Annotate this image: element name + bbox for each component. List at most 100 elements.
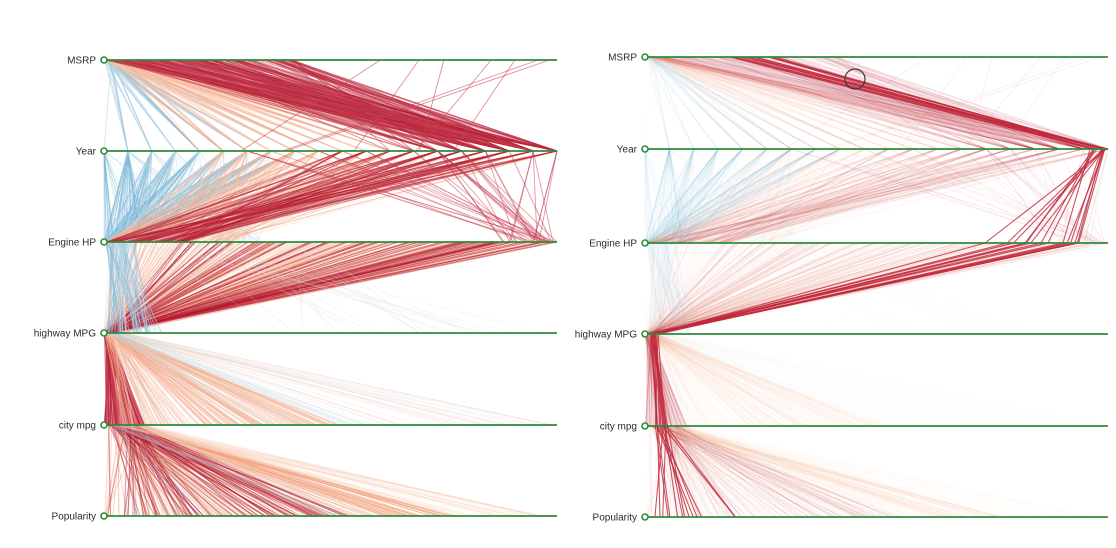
data-line (666, 56, 889, 150)
data-line (647, 333, 799, 427)
data-line (137, 424, 431, 517)
data-line (128, 424, 399, 517)
data-line (508, 150, 534, 243)
data-line (646, 242, 825, 335)
data-line (647, 242, 704, 335)
data-line (110, 150, 248, 243)
data-line (721, 148, 841, 244)
data-line (721, 56, 938, 150)
data-line (652, 148, 841, 244)
data-line (123, 332, 522, 426)
data-line (666, 148, 719, 244)
data-line (834, 56, 1060, 150)
data-line (105, 332, 119, 426)
data-line (654, 56, 914, 150)
data-line (654, 333, 823, 427)
data-line (693, 148, 1109, 244)
data-line (661, 425, 1018, 518)
annotation-circle[interactable] (844, 68, 866, 90)
data-line (108, 59, 248, 152)
data-line (653, 333, 886, 427)
data-line (538, 150, 558, 243)
data-line (667, 56, 914, 150)
data-line (655, 56, 914, 150)
data-line (645, 333, 1101, 427)
data-line (679, 148, 768, 244)
data-line (657, 425, 768, 518)
data-line (679, 425, 961, 518)
data-line (669, 148, 804, 244)
data-line (650, 242, 878, 335)
data-line (653, 242, 963, 335)
data-line (646, 333, 997, 427)
data-line (684, 148, 841, 244)
axis-ring-year (641, 145, 649, 153)
data-line (653, 425, 947, 518)
data-line (114, 150, 272, 243)
data-line (112, 332, 237, 426)
data-line (650, 242, 787, 335)
data-line (113, 332, 265, 426)
data-line (109, 150, 272, 243)
data-line (660, 242, 662, 335)
data-line (120, 241, 138, 334)
data-line (652, 333, 736, 427)
data-line (116, 332, 199, 426)
data-line (646, 242, 967, 335)
data-line (657, 333, 830, 427)
data-line (111, 332, 275, 426)
data-line (648, 148, 841, 244)
data-line (732, 148, 768, 244)
data-line (717, 148, 792, 244)
data-line (107, 59, 224, 152)
data-line (644, 242, 684, 335)
data-line (669, 148, 841, 244)
data-line (651, 425, 823, 518)
data-line (647, 56, 768, 150)
data-line (652, 148, 1060, 244)
data-line (135, 424, 405, 517)
data-line (663, 56, 1036, 150)
data-line (646, 148, 743, 244)
data-line (654, 333, 874, 427)
data-line (109, 59, 200, 152)
data-line (713, 148, 816, 244)
data-line (662, 148, 865, 244)
data-line (128, 424, 136, 517)
data-line (437, 150, 545, 243)
data-line (645, 425, 651, 518)
data-line (116, 332, 271, 426)
data-line (664, 242, 676, 335)
data-line (124, 150, 176, 243)
data-line (648, 56, 1060, 150)
data-line (122, 424, 453, 517)
data-line (532, 150, 538, 243)
data-line (693, 148, 763, 244)
data-line (645, 242, 817, 335)
data-line (655, 333, 730, 427)
data-line (115, 332, 273, 426)
data-line (657, 56, 1060, 150)
data-line (645, 242, 796, 335)
data-line (664, 56, 1036, 150)
data-line (649, 425, 884, 518)
data-line (652, 425, 878, 518)
data-line (108, 424, 113, 517)
data-line (461, 150, 558, 243)
data-line (126, 332, 348, 426)
data-line (647, 56, 1084, 150)
data-line (726, 242, 841, 335)
data-line (719, 148, 914, 244)
data-line (646, 333, 754, 427)
data-line (656, 333, 818, 427)
data-line (721, 148, 889, 244)
data-line (109, 59, 224, 152)
data-line (224, 150, 558, 243)
data-line (669, 148, 771, 244)
data-line (645, 148, 768, 244)
data-line (318, 150, 557, 243)
data-line (112, 424, 167, 517)
data-line (104, 59, 153, 152)
data-line (644, 242, 679, 335)
data-line (676, 242, 691, 335)
